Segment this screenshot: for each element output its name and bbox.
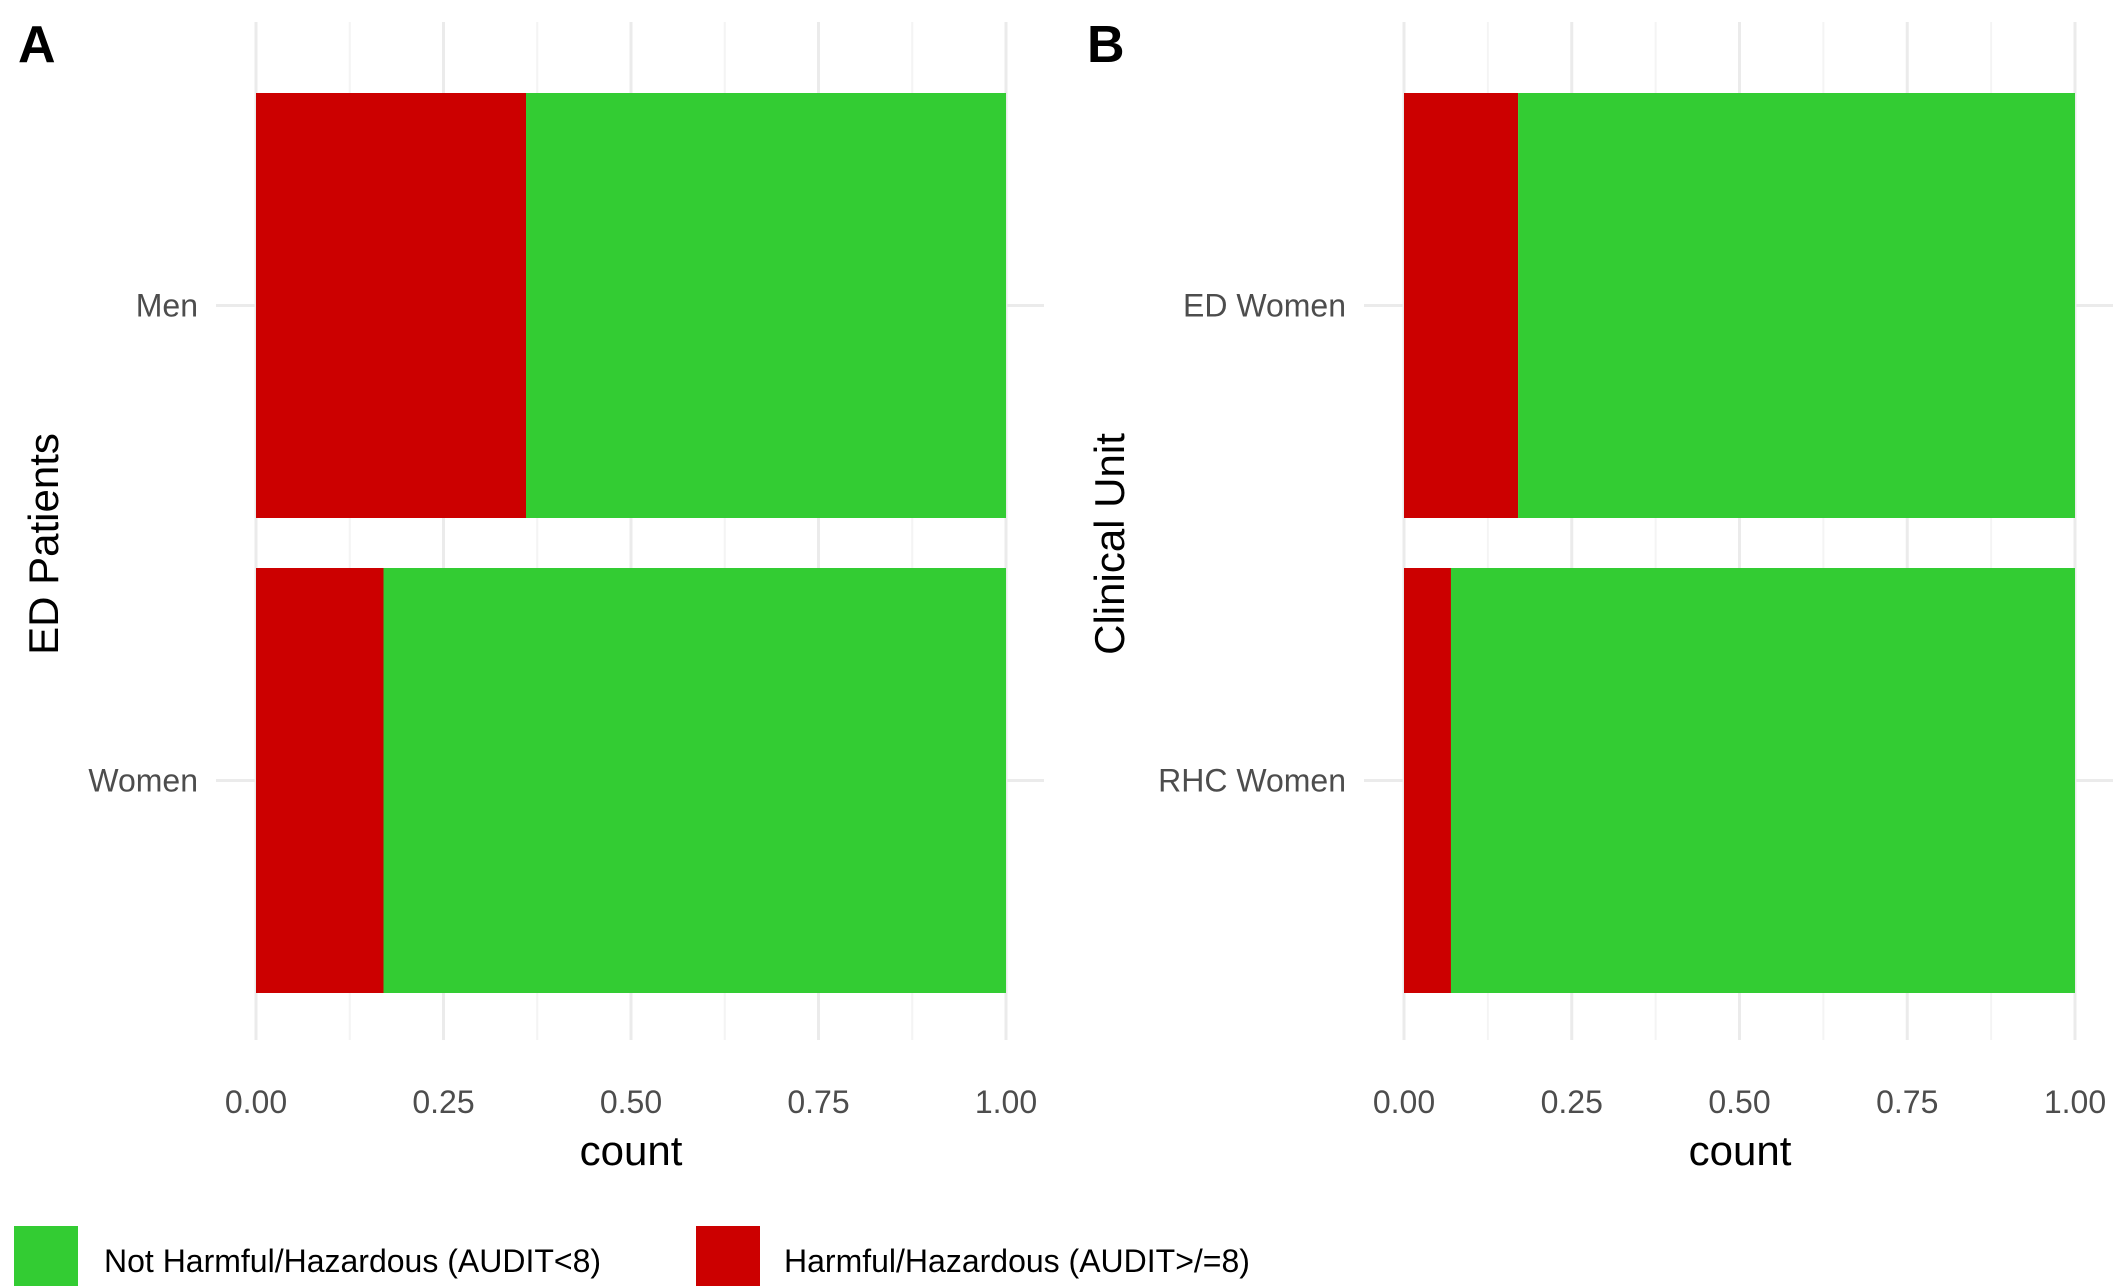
panel-a-y-tick-label-women: Women (88, 763, 198, 799)
panel-a-bar-men-not-harmful (526, 93, 1006, 518)
panel-a-x-tick-label: 0.25 (412, 1084, 474, 1120)
panel-b-bar-ed-women-not-harmful (1518, 93, 2075, 518)
legend-label-harmful: Harmful/Hazardous (AUDIT>/=8) (784, 1243, 1250, 1279)
panel-b-y-tick-label-ed-women: ED Women (1183, 288, 1346, 324)
legend-label-not-harmful: Not Harmful/Hazardous (AUDIT<8) (104, 1243, 601, 1279)
panel-b-bar-ed-women-harmful (1404, 93, 1519, 518)
panel-b-tag: B (1087, 16, 1125, 74)
panel-a-bar-men-harmful (256, 93, 526, 518)
panel-a-x-tick-label: 0.50 (600, 1084, 662, 1120)
panel-b-x-axis-title: count (1689, 1127, 1792, 1174)
panel-a-x-axis-title: count (580, 1127, 683, 1174)
panel-b-x-tick-label: 1.00 (2044, 1084, 2106, 1120)
panel-b-bar-rhc-women-harmful (1404, 568, 1451, 993)
panel-b-y-axis-title: Clinical Unit (1086, 433, 1133, 655)
panel-b-x-tick-label: 0.25 (1541, 1084, 1603, 1120)
panel-a-bars (256, 93, 1006, 993)
panel-a-y-tick-labels: Men Women (88, 288, 198, 799)
panel-b-bar-rhc-women-not-harmful (1450, 568, 2075, 993)
panel-a-bar-women-harmful (256, 568, 384, 993)
legend-swatch-harmful (696, 1226, 760, 1286)
legend: Not Harmful/Hazardous (AUDIT<8) Harmful/… (14, 1226, 1250, 1286)
panel-a-x-tick-label: 0.00 (225, 1084, 287, 1120)
panel-b-x-tick-label: 0.75 (1876, 1084, 1938, 1120)
panel-b-y-tick-labels: ED Women RHC Women (1158, 288, 1346, 799)
panel-b-y-tick-label-rhc-women: RHC Women (1158, 763, 1346, 799)
legend-swatch-not-harmful (14, 1226, 78, 1286)
panel-b-bars (1404, 93, 2075, 993)
panel-a-bar-women-not-harmful (383, 568, 1006, 993)
panel-a-x-tick-labels: 0.00 0.25 0.50 0.75 1.00 (225, 1084, 1037, 1120)
panel-a-y-tick-label-men: Men (136, 288, 198, 324)
panel-b-x-tick-labels: 0.00 0.25 0.50 0.75 1.00 (1373, 1084, 2106, 1120)
panel-a-y-axis-title: ED Patients (20, 433, 67, 655)
panel-b-chart: ED Women RHC Women 0.00 0.25 0.50 0.75 1.00 B… (1086, 16, 2113, 1174)
panel-a-x-tick-label: 0.75 (787, 1084, 849, 1120)
panel-b-x-tick-label: 0.50 (1708, 1084, 1770, 1120)
panel-a-tag: A (18, 16, 56, 74)
panel-a-chart: Men Women 0.00 0.25 0.50 0.75 1.00 A count ED… (18, 16, 1044, 1174)
panel-a-x-tick-label: 1.00 (975, 1084, 1037, 1120)
panel-b-x-tick-label: 0.00 (1373, 1084, 1435, 1120)
